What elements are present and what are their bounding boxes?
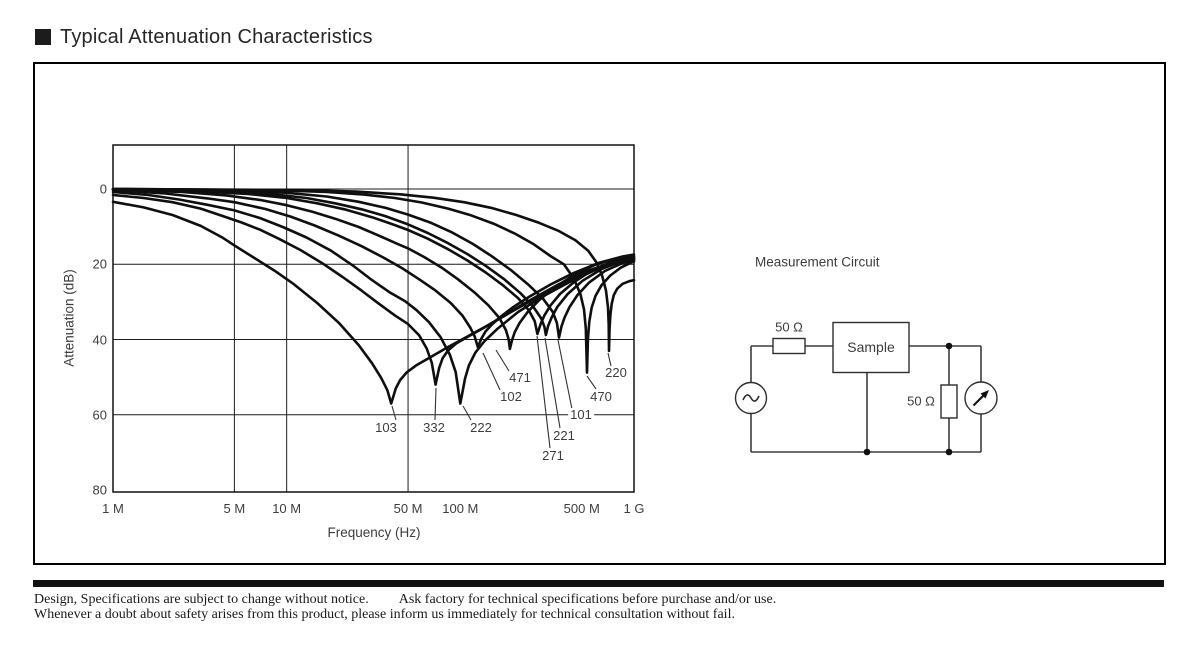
shunt-resistor [940, 384, 958, 419]
curve-332 [111, 193, 636, 386]
series-resistor [772, 337, 806, 355]
footer-note-2: Whenever a doubt about safety arises fro… [34, 607, 735, 622]
meter-needle-tip-icon [980, 390, 989, 399]
y-tick-label: 80 [92, 482, 107, 498]
leader-271 [536, 335, 551, 449]
curve-220 [111, 187, 636, 353]
sample-box [832, 321, 910, 374]
leader-471 [495, 349, 510, 372]
leader-220 [607, 352, 612, 367]
curve-label-222: 222 [468, 420, 494, 435]
footer-note-1b: Ask factory for technical specifications… [398, 592, 777, 607]
y-axis-title: Attenuation (dB) [61, 269, 77, 367]
curve-label-332: 332 [421, 420, 447, 435]
y-tick-label: 20 [92, 256, 107, 272]
curve-470 [111, 187, 636, 374]
sample-box-label: Sample [847, 339, 895, 355]
ac-sine-icon [742, 394, 760, 402]
x-tick-label: 100 M [442, 501, 479, 516]
curve-label-102: 102 [498, 389, 524, 404]
junction-dot [945, 342, 953, 350]
x-tick-label: 1 G [623, 501, 645, 516]
curve-222 [111, 190, 636, 405]
curve-271 [111, 188, 636, 336]
footer-note-1a: Design, Specifications are subject to ch… [34, 592, 369, 607]
curve-label-271: 271 [540, 448, 566, 463]
section-marker-icon [35, 29, 51, 45]
curve-label-220: 220 [603, 365, 629, 380]
plot-frame [112, 144, 635, 493]
leader-103 [391, 405, 397, 421]
content-panel [33, 62, 1166, 565]
circuit-title: Measurement Circuit [755, 254, 880, 270]
junction-dot [945, 448, 953, 456]
series-resistor-value: 50 Ω [775, 319, 803, 335]
leader-101 [557, 339, 573, 410]
curve-101 [111, 187, 636, 339]
curve-221 [111, 188, 636, 337]
leader-222 [462, 405, 472, 421]
curve-label-471: 471 [507, 370, 533, 385]
x-tick-label: 500 M [563, 501, 600, 516]
curve-label-221: 221 [551, 428, 577, 443]
curve-label-101: 101 [568, 407, 594, 422]
x-tick-label: 50 M [393, 501, 423, 516]
shunt-resistor-value: 50 Ω [907, 393, 935, 409]
leader-221 [544, 337, 561, 429]
y-tick-label: 40 [92, 332, 107, 347]
x-tick-label: 10 M [272, 501, 302, 516]
footer-note-1: Design, Specifications are subject to ch… [34, 592, 776, 608]
leader-332 [434, 387, 437, 421]
page-title: Typical Attenuation Characteristics [60, 26, 373, 48]
x-tick-label: 5 M [223, 501, 246, 516]
footer-divider [33, 580, 1164, 587]
x-axis-title: Frequency (Hz) [327, 525, 421, 540]
y-tick-label: 0 [99, 181, 107, 197]
leader-102 [482, 352, 501, 391]
y-tick-label: 60 [92, 407, 107, 423]
junction-dot [863, 448, 871, 456]
curve-label-470: 470 [588, 389, 614, 404]
x-tick-label: 1 M [102, 501, 124, 516]
curve-label-103: 103 [373, 420, 399, 435]
leader-470 [586, 375, 597, 390]
